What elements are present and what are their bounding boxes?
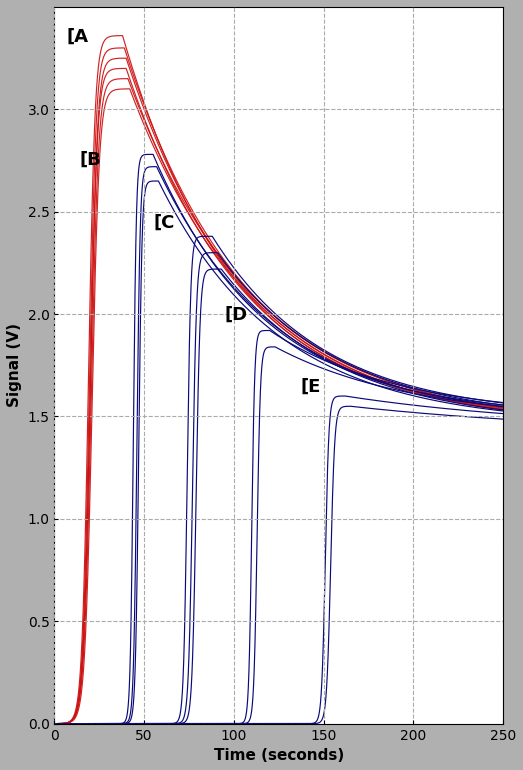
Text: [D: [D	[225, 306, 248, 324]
Text: [E: [E	[300, 378, 321, 396]
X-axis label: Time (seconds): Time (seconds)	[213, 748, 344, 763]
Text: [A: [A	[67, 28, 89, 45]
Y-axis label: Signal (V): Signal (V)	[7, 323, 22, 407]
Text: [C: [C	[153, 214, 175, 232]
Text: [B: [B	[79, 151, 101, 169]
